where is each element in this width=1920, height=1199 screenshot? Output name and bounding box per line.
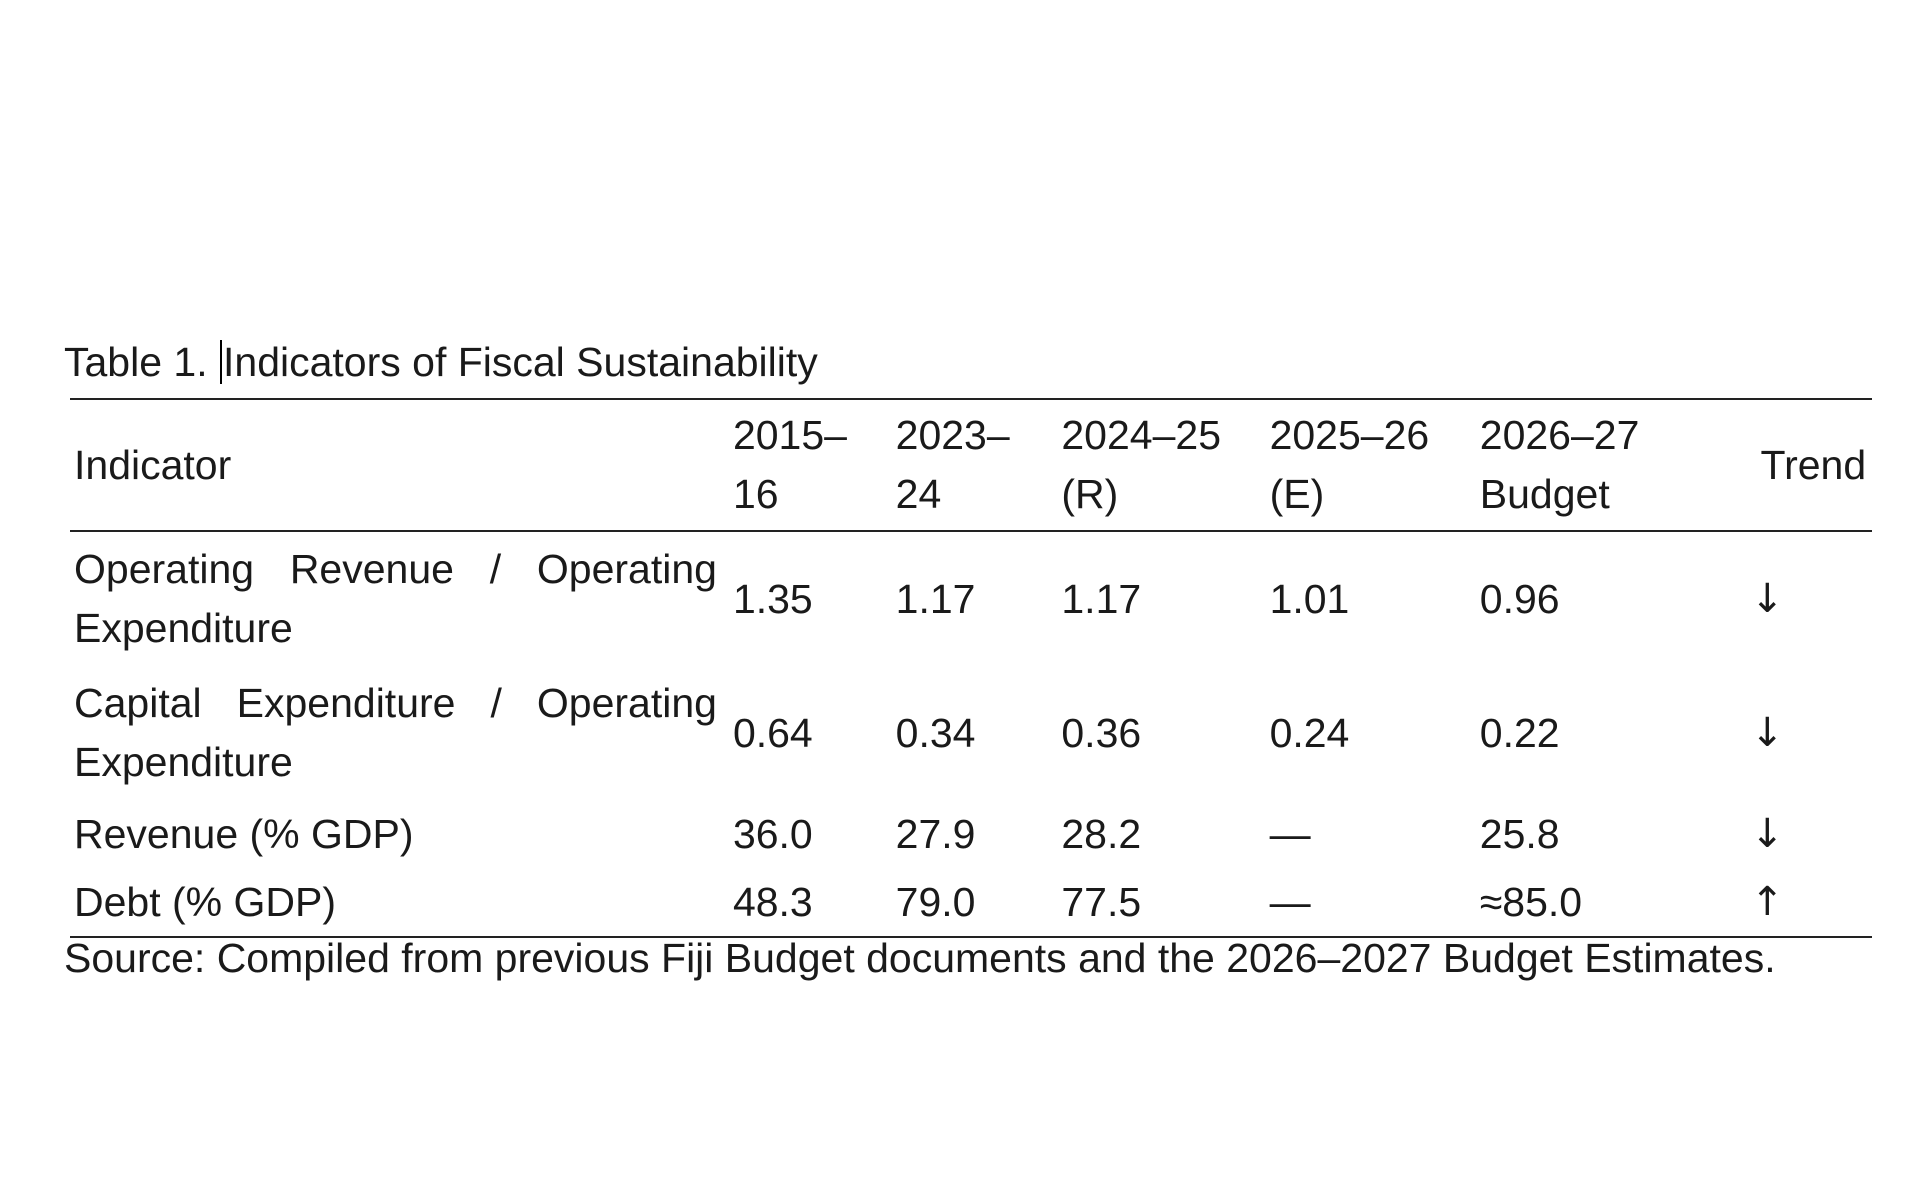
header-2024-25: 2024–25 (R) [1057, 398, 1266, 532]
value-cell: 0.96 [1479, 575, 1560, 622]
value-cell: 77.5 [1057, 868, 1266, 938]
value-cell: 36.0 [732, 810, 813, 857]
value-cell: 1.17 [1061, 575, 1142, 622]
caption-prefix: Table 1. [64, 339, 219, 385]
header-2025-26: 2025–26 (E) [1265, 398, 1476, 532]
text-cursor [220, 340, 222, 384]
value-cell: ≈85.0 [1475, 868, 1741, 938]
header-trend: Trend [1740, 398, 1872, 532]
value-cell: 28.2 [1061, 810, 1142, 857]
value-cell: 1.17 [895, 575, 976, 622]
table-row: Debt (% GDP) 48.3 79.0 77.5 — ≈85.0 ↑ [70, 868, 1872, 938]
value-cell: 0.22 [1479, 709, 1560, 756]
arrow-down-icon: ↓ [1750, 576, 1785, 622]
arrow-down-icon: ↓ [1750, 811, 1785, 857]
fiscal-indicators-table: Indicator 2015–16 2023–24 2024–25 (R) 20… [70, 398, 1872, 938]
value-cell: 0.64 [732, 709, 813, 756]
source-note: Source: Compiled from previous Fiji Budg… [64, 935, 1776, 981]
caption-title[interactable]: Indicators of Fiscal Sustainability [223, 339, 818, 385]
table-row: Capital Expenditure / Operating Expendit… [70, 666, 1872, 800]
header-2023-24: 2023–24 [891, 398, 1058, 532]
table-row: Revenue (% GDP) 36.0 27.9 28.2 — 25.8 ↓ [70, 800, 1872, 868]
value-cell: 0.34 [895, 709, 976, 756]
value-cell: 25.8 [1479, 810, 1560, 857]
indicator-cell: Capital Expenditure / Operating Expendit… [74, 680, 717, 785]
table-header-row: Indicator 2015–16 2023–24 2024–25 (R) 20… [70, 398, 1872, 532]
arrow-down-icon: ↓ [1750, 710, 1785, 756]
value-cell: — [1265, 868, 1476, 938]
table-row: Operating Revenue / Operating Expenditur… [70, 531, 1872, 666]
value-cell: 1.01 [1269, 575, 1350, 622]
value-cell: — [1269, 810, 1311, 857]
header-indicator: Indicator [70, 398, 729, 532]
value-cell: 0.24 [1269, 709, 1350, 756]
trend-cell: ↓ [1741, 800, 1872, 868]
trend-cell: ↓ [1741, 666, 1872, 800]
indicator-cell: Debt (% GDP) [70, 868, 729, 938]
indicator-cell: Revenue (% GDP) [74, 810, 414, 857]
header-2015-16: 2015–16 [728, 398, 892, 532]
trend-cell: ↓ [1741, 531, 1872, 666]
table-caption: Table 1. Indicators of Fiscal Sustainabi… [64, 336, 818, 388]
indicator-cell: Operating Revenue / Operating Expenditur… [74, 546, 717, 651]
value-cell: 1.35 [732, 575, 813, 622]
value-cell: 27.9 [895, 810, 976, 857]
value-cell: 0.36 [1061, 709, 1142, 756]
trend-cell: ↑ [1740, 868, 1872, 938]
header-2026-27: 2026–27 Budget [1475, 398, 1741, 532]
value-cell: 79.0 [891, 868, 1058, 938]
arrow-up-icon: ↑ [1750, 879, 1785, 925]
value-cell: 48.3 [728, 868, 892, 938]
